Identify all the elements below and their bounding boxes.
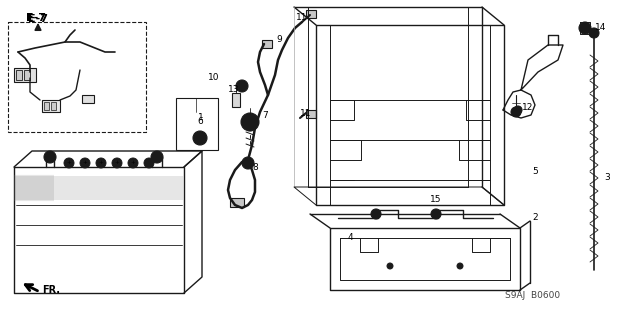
Circle shape	[44, 151, 56, 163]
Text: 4: 4	[348, 234, 354, 242]
Bar	[232, 93, 240, 107]
Text: E-7: E-7	[28, 14, 48, 24]
Text: 8: 8	[252, 164, 258, 173]
Text: +: +	[83, 160, 88, 166]
Bar	[14, 68, 36, 82]
Text: +: +	[67, 160, 72, 166]
Text: 7: 7	[262, 110, 268, 120]
Bar	[24, 70, 30, 80]
Circle shape	[431, 209, 441, 219]
Text: 5: 5	[532, 167, 538, 176]
Bar	[306, 10, 316, 18]
Circle shape	[236, 80, 248, 92]
Text: 3: 3	[604, 174, 610, 182]
Text: 14: 14	[595, 24, 606, 33]
Circle shape	[64, 158, 74, 168]
Circle shape	[241, 113, 259, 131]
Circle shape	[151, 151, 163, 163]
Bar	[42, 100, 60, 112]
Text: S9AJ  B0600: S9AJ B0600	[505, 291, 560, 300]
Text: +: +	[115, 160, 120, 166]
Text: 13: 13	[228, 85, 239, 94]
Circle shape	[144, 158, 154, 168]
Bar	[176, 98, 218, 150]
Text: 2: 2	[532, 213, 538, 222]
Circle shape	[457, 263, 463, 269]
Bar	[16, 70, 22, 80]
Bar	[51, 102, 56, 110]
Circle shape	[579, 22, 591, 34]
Circle shape	[387, 263, 393, 269]
Circle shape	[514, 106, 522, 114]
Bar	[262, 40, 272, 48]
Text: 12: 12	[522, 102, 533, 112]
Circle shape	[589, 28, 599, 38]
Circle shape	[96, 158, 106, 168]
Bar	[82, 95, 94, 103]
Text: +: +	[131, 160, 136, 166]
Text: 11: 11	[296, 13, 307, 23]
Circle shape	[511, 107, 521, 117]
Text: 10: 10	[208, 73, 220, 83]
Text: 9: 9	[276, 35, 282, 44]
Text: 11: 11	[300, 108, 312, 117]
Circle shape	[193, 131, 207, 145]
Circle shape	[112, 158, 122, 168]
Text: 15: 15	[430, 196, 442, 204]
Circle shape	[128, 158, 138, 168]
Circle shape	[242, 157, 254, 169]
Text: 6: 6	[197, 117, 203, 127]
Circle shape	[80, 158, 90, 168]
Text: FR.: FR.	[42, 285, 60, 295]
Text: +: +	[99, 160, 104, 166]
Bar	[230, 198, 244, 207]
Bar	[8, 22, 146, 132]
Circle shape	[245, 117, 255, 127]
Bar	[44, 102, 49, 110]
Text: E-7: E-7	[26, 13, 46, 23]
Circle shape	[371, 209, 381, 219]
Bar	[306, 110, 316, 118]
Text: 1: 1	[198, 114, 204, 122]
